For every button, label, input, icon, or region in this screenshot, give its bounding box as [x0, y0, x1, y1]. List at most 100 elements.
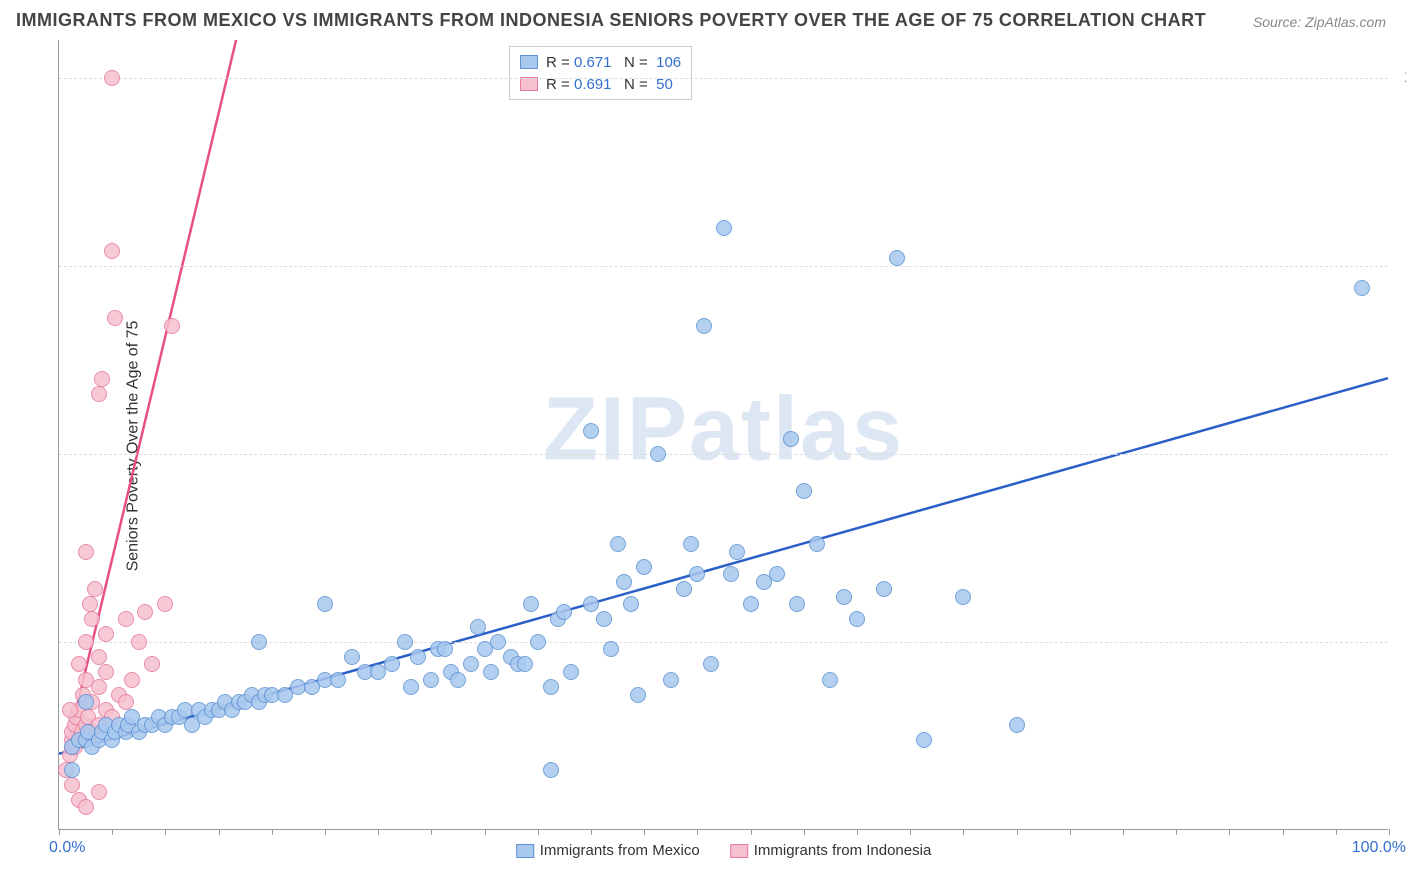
scatter-point [157, 596, 173, 612]
scatter-point [696, 318, 712, 334]
scatter-point [144, 656, 160, 672]
scatter-point [84, 611, 100, 627]
scatter-point [583, 596, 599, 612]
scatter-point [91, 649, 107, 665]
x-tick [59, 829, 60, 835]
source-label: Source: ZipAtlas.com [1253, 14, 1386, 30]
x-tick [165, 829, 166, 835]
x-tick [1389, 829, 1390, 835]
scatter-point [483, 664, 499, 680]
scatter-point [616, 574, 632, 590]
scatter-point [82, 596, 98, 612]
scatter-point [889, 250, 905, 266]
scatter-point [836, 589, 852, 605]
scatter-point [716, 220, 732, 236]
scatter-point [450, 672, 466, 688]
y-tick-label: 50.0% [1398, 445, 1406, 463]
scatter-point [137, 604, 153, 620]
scatter-point [703, 656, 719, 672]
scatter-point [94, 371, 110, 387]
scatter-point [118, 611, 134, 627]
x-tick [644, 829, 645, 835]
scatter-point [1354, 280, 1370, 296]
x-tick [1070, 829, 1071, 835]
scatter-point [164, 318, 180, 334]
scatter-point [636, 559, 652, 575]
legend-swatch [516, 844, 534, 858]
scatter-point [91, 386, 107, 402]
x-tick [910, 829, 911, 835]
scatter-point [822, 672, 838, 688]
scatter-point [523, 596, 539, 612]
chart-container: IMMIGRANTS FROM MEXICO VS IMMIGRANTS FRO… [0, 0, 1406, 892]
x-tick [1123, 829, 1124, 835]
scatter-point [64, 762, 80, 778]
scatter-point [344, 649, 360, 665]
scatter-point [317, 596, 333, 612]
scatter-point [124, 672, 140, 688]
series-legend: Immigrants from MexicoImmigrants from In… [516, 842, 932, 859]
legend-swatch [520, 77, 538, 91]
x-tick [804, 829, 805, 835]
scatter-point [62, 702, 78, 718]
x-tick [1176, 829, 1177, 835]
x-tick [378, 829, 379, 835]
scatter-point [104, 70, 120, 86]
x-tick [431, 829, 432, 835]
scatter-point [98, 626, 114, 642]
gridline [59, 266, 1388, 267]
scatter-point [118, 694, 134, 710]
scatter-point [71, 656, 87, 672]
scatter-point [490, 634, 506, 650]
scatter-point [423, 672, 439, 688]
scatter-point [107, 310, 123, 326]
scatter-point [563, 664, 579, 680]
x-tick [1283, 829, 1284, 835]
scatter-point [87, 581, 103, 597]
scatter-point [650, 446, 666, 462]
scatter-point [769, 566, 785, 582]
scatter-point [543, 679, 559, 695]
scatter-point [743, 596, 759, 612]
scatter-point [849, 611, 865, 627]
x-tick [591, 829, 592, 835]
scatter-point [689, 566, 705, 582]
scatter-point [330, 672, 346, 688]
stats-legend: R = 0.671 N = 106R = 0.691 N = 50 [509, 46, 692, 100]
scatter-point [530, 634, 546, 650]
scatter-point [403, 679, 419, 695]
scatter-point [543, 762, 559, 778]
scatter-point [663, 672, 679, 688]
scatter-point [556, 604, 572, 620]
scatter-point [916, 732, 932, 748]
scatter-point [723, 566, 739, 582]
y-tick-label: 100.0% [1398, 69, 1406, 87]
scatter-point [603, 641, 619, 657]
x-tick [219, 829, 220, 835]
x-tick [697, 829, 698, 835]
scatter-point [809, 536, 825, 552]
scatter-point [131, 634, 147, 650]
scatter-point [91, 679, 107, 695]
scatter-point [623, 596, 639, 612]
scatter-point [251, 634, 267, 650]
scatter-point [104, 243, 120, 259]
x-tick [1017, 829, 1018, 835]
scatter-point [98, 664, 114, 680]
x-tick-label-left: 0.0% [49, 839, 85, 857]
gridline [59, 78, 1388, 79]
x-tick [1336, 829, 1337, 835]
y-tick-label: 25.0% [1398, 633, 1406, 651]
stats-row: R = 0.671 N = 106 [520, 51, 681, 73]
x-tick [325, 829, 326, 835]
scatter-point [796, 483, 812, 499]
legend-swatch [520, 55, 538, 69]
legend-swatch [730, 844, 748, 858]
scatter-point [91, 784, 107, 800]
scatter-point [789, 596, 805, 612]
scatter-point [630, 687, 646, 703]
y-tick-label: 75.0% [1398, 257, 1406, 275]
scatter-point [783, 431, 799, 447]
scatter-point [517, 656, 533, 672]
scatter-point [78, 694, 94, 710]
